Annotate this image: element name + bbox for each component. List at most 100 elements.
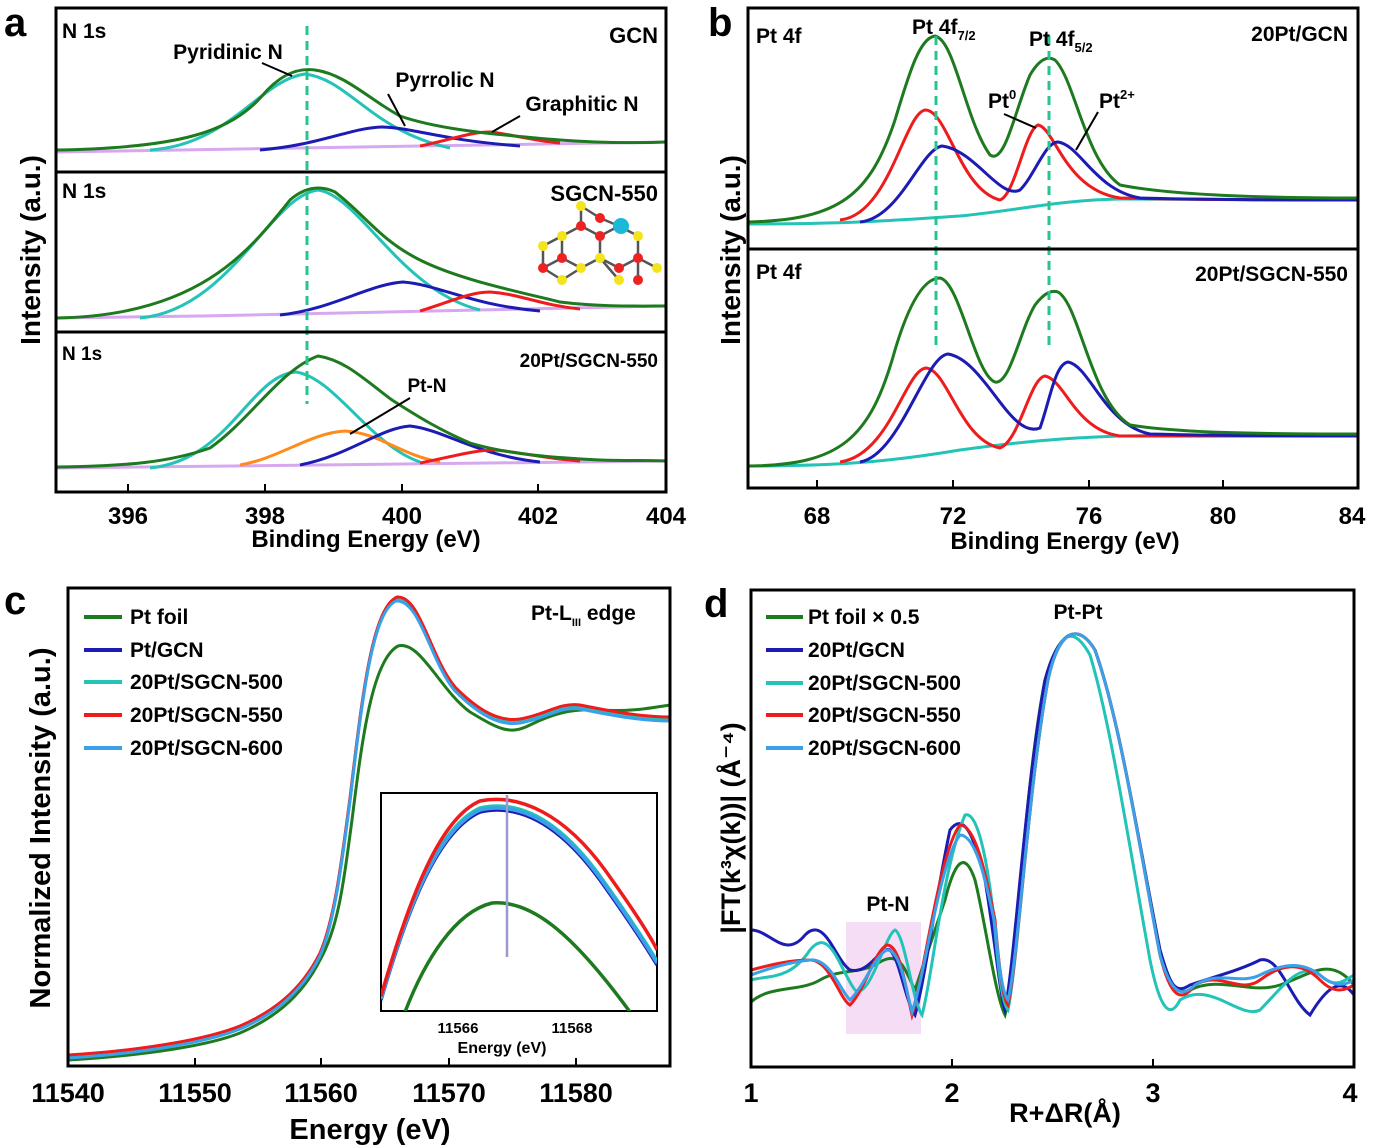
a2-envelope xyxy=(56,186,666,320)
panel-a-xtick-0: 396 xyxy=(108,503,148,530)
panel-a-xticks xyxy=(127,484,667,492)
panel-c: c Normalized Intensity (a.u.) Pt foil Pt… xyxy=(4,579,672,1146)
panel-c-xlabel: Energy (eV) xyxy=(289,1114,450,1146)
d-legend-label-3: 20Pt/SGCN-550 xyxy=(808,704,961,727)
panel-d: d |FT(k³χ(k))| (Å⁻⁴) Pt foil × 0.5 20Pt/… xyxy=(704,582,1358,1128)
a3-pt-n-curve xyxy=(239,429,441,467)
panel-b-xtick-0: 68 xyxy=(804,503,831,530)
c-curve-pt-foil xyxy=(68,644,670,1062)
b1-sample-label: 20Pt/GCN xyxy=(1251,23,1348,46)
panel-b-letter: b xyxy=(708,1,732,45)
d-pt-pt-label: Pt-Pt xyxy=(1054,601,1103,624)
panel-d-xtick-3: 4 xyxy=(1342,1078,1357,1108)
panel-b-xtick-4: 84 xyxy=(1339,503,1366,530)
panel-a-xtick-4: 404 xyxy=(646,503,687,530)
svg-text:Pt-LIII edge: Pt-LIII edge xyxy=(531,602,636,629)
panel-c-xtick-3: 11570 xyxy=(412,1078,486,1108)
c-edge-main: Pt-L xyxy=(531,602,572,625)
panel-a-xtick-2: 400 xyxy=(382,503,422,530)
subpanel-a2-curves xyxy=(56,186,666,320)
b-pt0-label: Pt0 xyxy=(988,87,1016,113)
panel-c-xtick-1: 11550 xyxy=(158,1078,232,1108)
b2-envelope xyxy=(748,276,1358,468)
c-inset-curve-20pt-sgcn-550 xyxy=(381,797,657,997)
a2-region-label: N 1s xyxy=(62,180,106,203)
a-pt-n-label: Pt-N xyxy=(407,376,446,397)
b1-pt2-curve xyxy=(859,140,1358,224)
panel-d-xtick-2: 3 xyxy=(1145,1078,1160,1108)
panel-d-xtick-1: 2 xyxy=(944,1078,959,1108)
b1-region-label: Pt 4f xyxy=(756,25,803,48)
a-pyridinic-arrow xyxy=(261,62,293,77)
a3-region-label: N 1s xyxy=(62,344,102,365)
b-pt4f72-label: Pt 4f7/2 xyxy=(912,16,976,43)
panel-c-ylabel: Normalized Intensity (a.u.) xyxy=(25,648,57,1009)
a3-sample-label: 20Pt/SGCN-550 xyxy=(520,351,658,372)
subpanel-b2-curves xyxy=(748,276,1358,468)
a1-pyrrolic-curve xyxy=(259,125,521,152)
panel-a-ylabel: Intensity (a.u.) xyxy=(15,155,46,345)
a3-pyridinic-curve xyxy=(149,370,421,470)
subpanel-b1-curves xyxy=(748,34,1358,226)
b-pt4f52-label: Pt 4f5/2 xyxy=(1029,28,1093,55)
c-edge-tail: edge xyxy=(581,602,636,625)
b-pt2-arrow xyxy=(1075,111,1099,151)
b-pt4f52-main: Pt 4f xyxy=(1029,28,1076,51)
c-inset-xtick-0: 11566 xyxy=(438,1020,479,1037)
panel-a-xtick-1: 398 xyxy=(245,503,285,530)
a-pyrrolic-arrow xyxy=(387,93,406,127)
c-edge-label: Pt-LIII edge xyxy=(531,602,636,629)
a1-envelope xyxy=(56,68,666,152)
c-inset-xlabel: Energy (eV) xyxy=(458,1040,547,1057)
svg-text:Pt2+: Pt2+ xyxy=(1099,87,1135,113)
panel-d-legend: Pt foil × 0.5 20Pt/GCN 20Pt/SGCN-500 20P… xyxy=(766,606,961,760)
svg-text:Pt0: Pt0 xyxy=(988,87,1016,113)
a2-pyridinic-curve xyxy=(139,188,481,320)
panel-d-frame xyxy=(749,588,1356,1069)
panel-b-xtick-2: 76 xyxy=(1076,503,1103,530)
panel-c-legend: Pt foil Pt/GCN 20Pt/SGCN-500 20Pt/SGCN-5… xyxy=(84,606,283,760)
b-pt2-sup: 2+ xyxy=(1120,87,1135,102)
panel-a-frame xyxy=(54,6,668,494)
panel-c-letter: c xyxy=(4,579,26,623)
d-legend-label-0: Pt foil × 0.5 xyxy=(808,606,920,629)
panel-d-xlabel: R+ΔR(Å) xyxy=(1009,1097,1121,1128)
panel-a-xlabel: Binding Energy (eV) xyxy=(251,526,480,553)
panel-b-xlabel: Binding Energy (eV) xyxy=(950,528,1179,555)
sgcn-molecule-atoms xyxy=(538,201,662,285)
a2-sample-label: SGCN-550 xyxy=(550,181,658,206)
b1-pt0-curve xyxy=(839,108,1358,222)
b-pt2-main: Pt xyxy=(1099,90,1120,113)
a-graphitic-arrow xyxy=(491,115,521,133)
a-pt-n-arrow xyxy=(349,397,411,435)
c-legend-label-0: Pt foil xyxy=(130,606,188,629)
c-inset-curve-pt-foil xyxy=(403,901,632,1011)
c-inset-curve-20pt-sgcn-600 xyxy=(381,806,657,1000)
c-legend-label-4: 20Pt/SGCN-600 xyxy=(130,737,283,760)
a-pyrrolic-label: Pyrrolic N xyxy=(395,69,494,92)
a2-baseline xyxy=(56,304,666,320)
panel-a-xtick-3: 402 xyxy=(518,503,558,530)
svg-text:Pt 4f5/2: Pt 4f5/2 xyxy=(1029,28,1093,55)
panel-c-xticks xyxy=(67,1058,577,1066)
panel-c-xtick-4: 11580 xyxy=(539,1078,613,1108)
a-graphitic-label: Graphitic N xyxy=(525,93,638,116)
c-inset-xtick-1: 11568 xyxy=(552,1020,593,1037)
c-legend-label-2: 20Pt/SGCN-500 xyxy=(130,671,283,694)
b2-region-label: Pt 4f xyxy=(756,261,803,284)
b2-pt2-curve xyxy=(859,352,1358,464)
d-legend-label-1: 20Pt/GCN xyxy=(808,639,905,662)
panel-b: b Intensity (a.u.) Pt 4f 20Pt/GCN Pt xyxy=(708,1,1366,555)
panel-b-xtick-1: 72 xyxy=(940,503,967,530)
b-pt4f72-sub: 7/2 xyxy=(958,28,976,43)
d-curve-20pt-sgcn-600 xyxy=(751,632,1354,1018)
panel-c-xtick-0: 11540 xyxy=(31,1078,105,1108)
svg-text:Pt 4f7/2: Pt 4f7/2 xyxy=(912,16,976,43)
d-legend-label-4: 20Pt/SGCN-600 xyxy=(808,737,961,760)
b-pt0-arrow xyxy=(1003,113,1037,129)
a3-envelope xyxy=(56,354,666,469)
a1-pyridinic-curve xyxy=(149,72,451,152)
b-pt2-label: Pt2+ xyxy=(1099,87,1135,113)
panel-c-inset: 11566 11568 Energy (eV) xyxy=(380,792,658,1057)
b-pt4f72-main: Pt 4f xyxy=(912,16,959,39)
